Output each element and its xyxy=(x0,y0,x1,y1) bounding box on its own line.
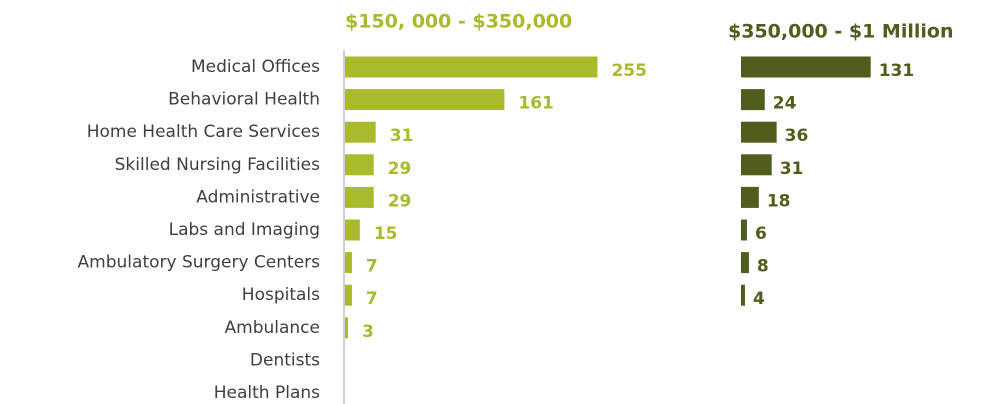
bar xyxy=(345,121,376,143)
category-label: Skilled Nursing Facilities xyxy=(115,155,320,175)
category-label: Home Health Care Services xyxy=(87,122,320,142)
value-label: 36 xyxy=(785,126,809,146)
bar xyxy=(345,56,598,78)
bar xyxy=(741,154,772,176)
value-label: 29 xyxy=(388,191,412,211)
value-label: 31 xyxy=(390,126,414,146)
value-label: 29 xyxy=(388,159,412,179)
category-label: Ambulance xyxy=(225,318,320,338)
value-label: 4 xyxy=(753,289,765,309)
bar xyxy=(345,317,348,339)
category-label: Medical Offices xyxy=(191,57,320,77)
value-label: 3 xyxy=(362,322,374,342)
category-label: Hospitals xyxy=(242,285,320,305)
bar xyxy=(741,186,759,208)
value-label: 7 xyxy=(366,289,378,309)
bar xyxy=(741,89,765,111)
category-label: Health Plans xyxy=(214,383,320,403)
panel-title: $350,000 - $1 Million xyxy=(728,21,953,43)
category-label: Dentists xyxy=(250,350,320,370)
value-label: 31 xyxy=(780,159,804,179)
value-label: 255 xyxy=(611,61,647,81)
value-label: 15 xyxy=(374,224,398,244)
bar xyxy=(345,284,352,306)
bar xyxy=(741,121,777,143)
value-label: 18 xyxy=(767,191,791,211)
bar xyxy=(345,186,374,208)
value-label: 161 xyxy=(518,94,554,114)
value-label: 6 xyxy=(755,224,767,244)
bar xyxy=(741,252,749,274)
value-label: 131 xyxy=(879,61,915,81)
category-label: Labs and Imaging xyxy=(169,220,320,240)
value-label: 24 xyxy=(773,94,797,114)
bar xyxy=(345,89,505,111)
bar xyxy=(345,252,352,274)
category-label: Administrative xyxy=(196,187,320,207)
bar xyxy=(345,219,360,241)
bar xyxy=(345,154,374,176)
bar xyxy=(741,284,745,306)
panel-title: $150, 000 - $350,000 xyxy=(345,11,572,33)
bar xyxy=(741,219,747,241)
category-label: Ambulatory Surgery Centers xyxy=(78,253,321,273)
bar xyxy=(741,56,871,78)
category-label: Behavioral Health xyxy=(168,90,320,110)
value-label: 8 xyxy=(757,257,769,277)
value-label: 7 xyxy=(366,257,378,277)
